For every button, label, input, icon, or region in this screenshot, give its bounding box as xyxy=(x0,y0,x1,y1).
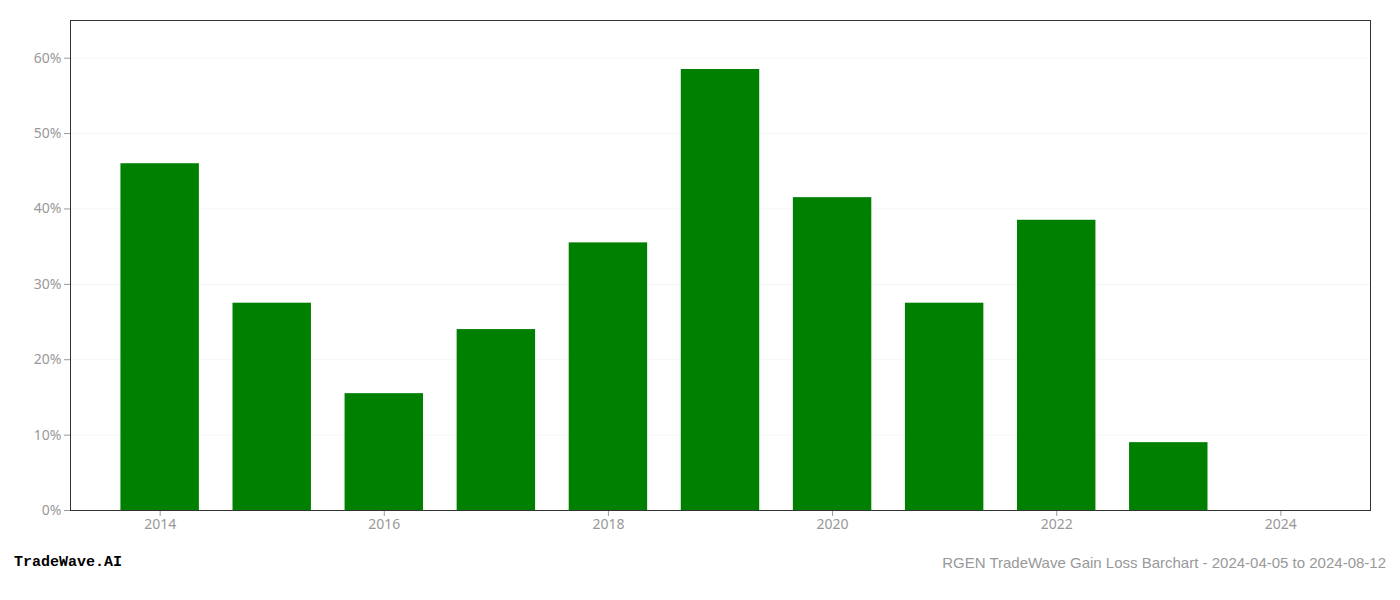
svg-text:60%: 60% xyxy=(34,48,62,67)
svg-text:2016: 2016 xyxy=(368,514,400,533)
svg-text:2014: 2014 xyxy=(144,514,176,533)
svg-text:10%: 10% xyxy=(34,425,62,444)
svg-text:30%: 30% xyxy=(34,274,62,293)
svg-text:2018: 2018 xyxy=(592,514,624,533)
svg-text:2020: 2020 xyxy=(817,514,849,533)
html-text:TradeWave.AI: TradeWave.AI xyxy=(14,554,122,571)
svg-text:50%: 50% xyxy=(34,123,62,142)
svg-text:2022: 2022 xyxy=(1041,514,1073,533)
html-text:RGEN TradeWave Gain Loss Barch: RGEN TradeWave Gain Loss Barchart - 2024… xyxy=(942,554,1386,571)
svg-text:0%: 0% xyxy=(42,500,62,519)
svg-text:2024: 2024 xyxy=(1265,514,1297,533)
svg-text:40%: 40% xyxy=(34,198,62,217)
svg-text:20%: 20% xyxy=(34,349,62,368)
